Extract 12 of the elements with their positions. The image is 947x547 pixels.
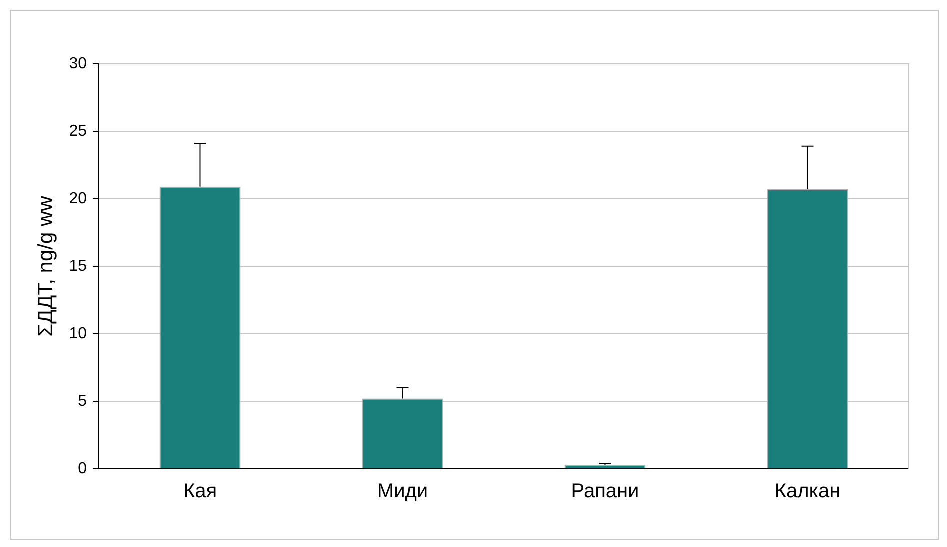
y-tick-label: 20 bbox=[69, 190, 88, 208]
y-tick-label: 10 bbox=[69, 325, 88, 342]
x-tick-label: Калкан bbox=[774, 480, 841, 503]
y-tick-label: 15 bbox=[69, 258, 88, 275]
y-tick-label: 25 bbox=[69, 122, 88, 140]
y-tick-label: 30 bbox=[69, 55, 88, 72]
x-tick-label: Рапани bbox=[571, 480, 640, 503]
y-tick-label: 5 bbox=[78, 392, 88, 410]
y-axis-title: ΣДДТ, ng/g ww bbox=[34, 195, 58, 337]
x-tick-label: Миди bbox=[377, 480, 428, 503]
x-tick-label: Кая bbox=[183, 480, 218, 503]
y-tick-label: 0 bbox=[78, 460, 88, 478]
